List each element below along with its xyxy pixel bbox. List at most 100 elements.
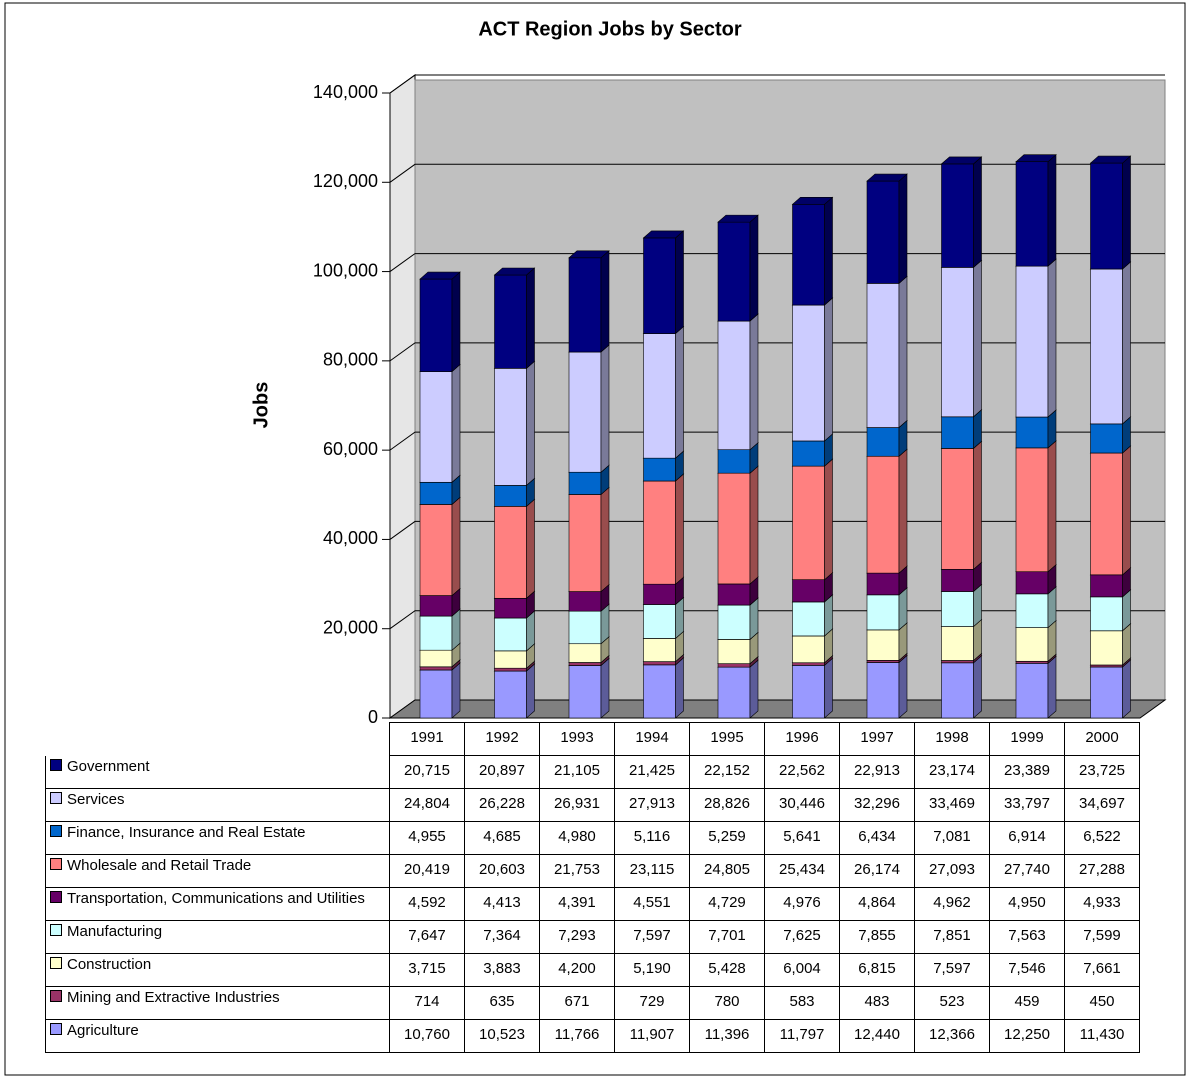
bar-front [494,650,527,669]
bar-front [717,663,751,668]
data-cell: 714 [389,986,465,1020]
bar-side [973,655,982,719]
legend-entry: Mining and Extractive Industries [45,986,390,1020]
bar-top [493,267,536,276]
data-cell: 25,434 [764,854,840,888]
bar-front [643,661,676,666]
bar-segment [493,360,536,487]
data-cell: 21,105 [539,755,615,789]
bar-front [419,669,453,719]
data-cell: 11,907 [614,1019,690,1053]
data-cell: 4,413 [464,887,540,921]
x-tick-label: 1999 [989,722,1065,756]
legend-label: Agriculture [67,1022,139,1039]
bar-top [717,214,759,223]
legend-entry: Wholesale and Retail Trade [45,854,390,888]
bar-front [568,662,602,666]
data-cell: 26,228 [464,788,540,822]
bar-top [419,271,461,280]
grid-line [389,610,1165,630]
bar-front [568,610,602,645]
bar-front [1015,660,1049,664]
bar-front [792,665,825,719]
bar-front [717,472,751,585]
data-cell: 12,250 [989,1019,1065,1053]
bar-front [866,629,900,661]
data-cell: 7,364 [464,920,540,954]
y-tick-label: 80,000 [323,350,378,370]
bar-side [1047,258,1057,418]
data-cell: 4,980 [539,821,615,855]
legend-swatch [50,792,62,804]
data-cell: 22,562 [764,755,840,789]
bar-side [451,271,461,373]
table-row: Construction 3,715 3,883 4,200 5,190 5,428 6,0… [45,953,1140,987]
data-cell: 7,563 [989,920,1065,954]
data-cell: 20,419 [389,854,465,888]
x-tick-label: 1992 [464,722,540,756]
bar-side [675,657,684,719]
bar-front [494,485,527,507]
data-cell: 12,440 [839,1019,915,1053]
bar-side [600,657,610,719]
bar-front [494,597,527,619]
legend-label: Services [67,791,125,808]
bar-front [792,465,825,580]
x-tick-label: 1994 [614,722,690,756]
bar-side [675,473,684,585]
data-cell: 23,115 [614,854,690,888]
bar-side [451,662,461,719]
bar-side [1047,154,1057,267]
bar-front [568,591,602,612]
data-cell: 27,913 [614,788,690,822]
data-cell: 780 [689,986,765,1020]
bar-side [973,440,982,571]
bar-segment [642,596,685,640]
legend-entry: Manufacturing [45,920,390,954]
grid-line [389,74,1165,94]
data-cell: 34,697 [1064,788,1140,822]
bar-segment [717,313,759,451]
bar-front [1090,596,1123,632]
bar-front [941,569,974,592]
bar-front [419,649,453,668]
data-cell: 27,093 [914,854,990,888]
table-row: Manufacturing 7,647 7,364 7,293 7,597 7,701 7,… [45,920,1140,954]
bar-front [866,662,900,719]
data-cell: 4,551 [614,887,690,921]
data-cell: 450 [1064,986,1140,1020]
chart-title: ACT Region Jobs by Sector [478,18,742,40]
data-cell: 27,288 [1064,854,1140,888]
bar-segment [791,657,834,719]
x-tick-label: 2000 [1064,722,1140,756]
bar-front [941,626,974,661]
legend-entry: Agriculture [45,1019,390,1053]
x-tick-label: 1998 [914,722,990,756]
data-cell: 26,174 [839,854,915,888]
data-cell: 24,804 [389,788,465,822]
legend-entry: Services [45,788,390,822]
bar-side [898,275,908,429]
bar-top [866,173,908,182]
bar-segment [1015,258,1057,418]
bar-side [1122,155,1131,270]
bar-front [1015,416,1049,449]
bar-front [494,505,527,599]
bar-segment [568,486,610,593]
bar-front [1015,593,1049,628]
bar-segment [866,275,908,429]
bar-front [419,666,453,671]
bar-side [973,259,982,418]
bar-front [866,427,900,457]
y-tick-label: 40,000 [323,528,378,548]
bar-segment [642,473,685,585]
data-cell: 7,293 [539,920,615,954]
bar-front [568,351,602,473]
bar-front [568,471,602,495]
y-tick-label: 100,000 [313,260,378,280]
bar-side [1122,445,1131,576]
bar-front [866,455,900,574]
legend-swatch [50,957,62,969]
bar-segment [940,655,983,719]
bar-side [973,156,982,269]
